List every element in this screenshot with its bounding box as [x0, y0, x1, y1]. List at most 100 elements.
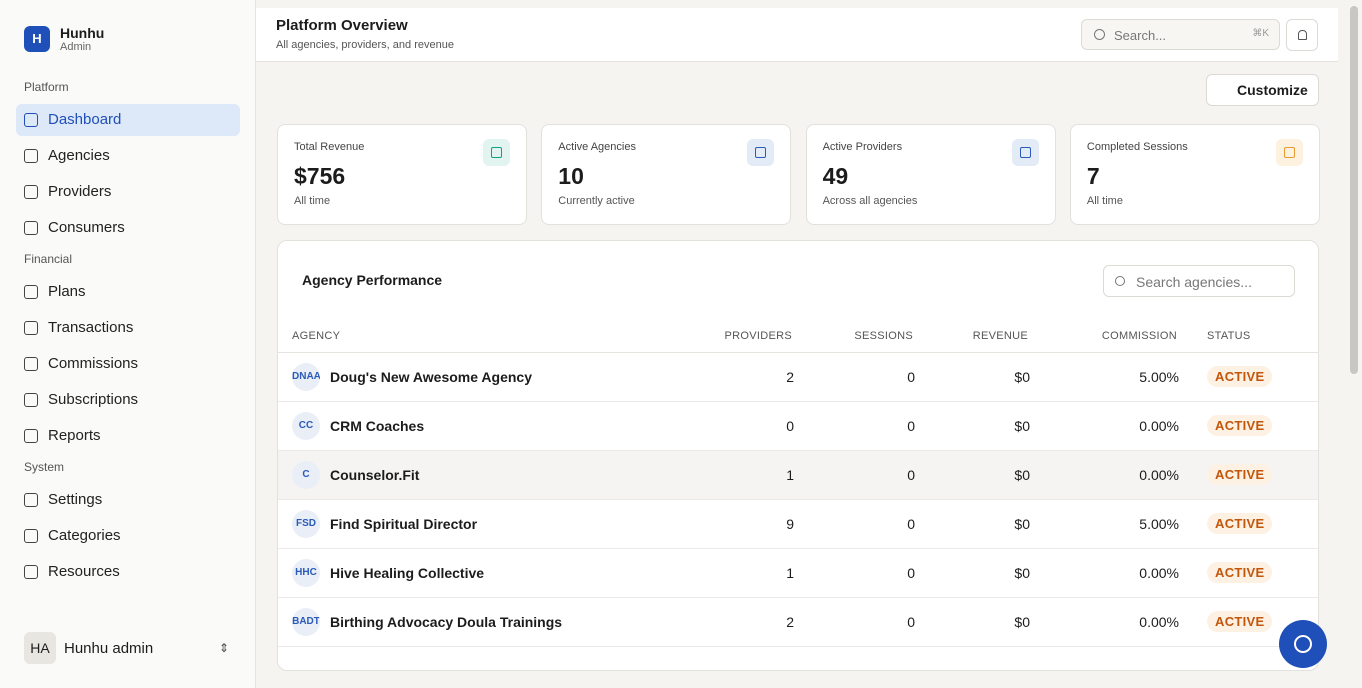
- stat-note: All time: [294, 195, 331, 207]
- cell: 0: [907, 565, 915, 581]
- customize-button[interactable]: Customize: [1206, 74, 1319, 106]
- agency-panel: Agency Performance Search agencies... AG…: [277, 240, 1319, 671]
- stat-value: 49: [822, 163, 849, 189]
- panel-title: Agency Performance: [302, 272, 443, 288]
- nav-label: Resources: [48, 563, 120, 580]
- icon-glyph: [755, 147, 767, 158]
- agency-name: Doug's New Awesome Agency: [330, 369, 532, 385]
- nav-label: Providers: [48, 183, 112, 200]
- column-header: AGENCY: [292, 330, 341, 342]
- user-name[interactable]: Hunhu admin: [64, 640, 154, 657]
- nav-item[interactable]: Settings: [16, 484, 240, 516]
- nav-item[interactable]: Categories: [16, 520, 240, 552]
- nav-label: Consumers: [48, 219, 125, 236]
- search-placeholder: Search agencies...: [1136, 274, 1252, 290]
- notifications-button[interactable]: [1286, 19, 1318, 51]
- chevron[interactable]: ⇕: [219, 641, 230, 655]
- stat-label: Total Revenue: [294, 141, 365, 153]
- search-box[interactable]: Search... ⌘K: [1081, 19, 1280, 50]
- stat-icon: [1275, 139, 1303, 166]
- nav-label: Agencies: [48, 147, 110, 164]
- cell: 0: [907, 614, 915, 630]
- cell: 0.00%: [1139, 467, 1179, 483]
- nav-label: Plans: [48, 283, 86, 300]
- stat-icon: [483, 139, 510, 166]
- agency-name: Counselor.Fit: [330, 467, 420, 483]
- table-row[interactable]: FSD Find Spiritual Director 9 0 $0 5.00% ACTIV…: [278, 500, 1318, 549]
- stat-note: All time: [1086, 195, 1123, 207]
- nav-item[interactable]: Reports: [16, 420, 240, 452]
- column-header: STATUS: [1207, 330, 1251, 342]
- nav-icon: [24, 529, 38, 543]
- page-title: Platform Overview: [276, 17, 408, 34]
- nav-item[interactable]: Dashboard: [16, 104, 240, 136]
- nav-icon: [24, 321, 38, 335]
- table-row[interactable]: DNAA Doug's New Awesome Agency 2 0 $0 5.00% AC…: [278, 353, 1318, 402]
- table-row[interactable]: HHC Hive Healing Collective 1 0 $0 0.00% ACTIV…: [278, 549, 1318, 598]
- nav-item[interactable]: Transactions: [16, 312, 240, 344]
- cell: 0.00%: [1139, 565, 1179, 581]
- stat-label: Active Agencies: [558, 141, 636, 153]
- nav-icon: [24, 185, 38, 199]
- nav-item[interactable]: Agencies: [16, 140, 240, 172]
- nav-icon: [24, 113, 38, 127]
- status-badge: ACTIVE: [1207, 513, 1273, 534]
- cell: 0: [907, 516, 915, 532]
- help-button[interactable]: [1279, 620, 1327, 668]
- column-header: PROVIDERS: [724, 330, 792, 342]
- nav-icon: [24, 393, 38, 407]
- agency-avatar: CC: [292, 412, 320, 440]
- cell: $0: [1014, 418, 1030, 434]
- icon-glyph: [491, 147, 502, 158]
- status-badge: ACTIVE: [1207, 611, 1273, 632]
- nav-label: Transactions: [48, 319, 134, 336]
- stat-value: 10: [558, 163, 584, 189]
- scrollbar: [1350, 6, 1358, 374]
- bell-icon: [1298, 30, 1307, 40]
- stat-value: $756: [294, 163, 346, 189]
- cell: 0.00%: [1139, 418, 1179, 434]
- sidebar: H Hunhu Admin Platform Dashboard Agencies P…: [0, 0, 256, 688]
- cell: 0.00%: [1139, 614, 1179, 630]
- nav-icon: [24, 149, 38, 163]
- nav-label: Reports: [48, 427, 101, 444]
- status-badge: ACTIVE: [1207, 366, 1273, 387]
- cell: $0: [1014, 467, 1030, 483]
- nav-label: Dashboard: [48, 111, 122, 128]
- stat-icon: [1011, 139, 1039, 166]
- stat-label: Completed Sessions: [1086, 141, 1188, 153]
- cell: 2: [786, 614, 794, 630]
- column-header: REVENUE: [972, 330, 1028, 342]
- nav-item[interactable]: Resources: [16, 556, 240, 588]
- table-row[interactable]: C Counselor.Fit 1 0 $0 0.00% ACTIVE: [278, 451, 1318, 500]
- cell: 5.00%: [1139, 369, 1179, 385]
- nav-icon: [24, 285, 38, 299]
- nav-item[interactable]: Subscriptions: [16, 384, 240, 416]
- icon-glyph: [1283, 147, 1295, 158]
- header-divider: [278, 352, 1318, 353]
- nav-label: Subscriptions: [48, 391, 139, 408]
- status-badge: ACTIVE: [1207, 415, 1273, 436]
- cell: 0: [786, 418, 794, 434]
- cell: 1: [786, 467, 794, 483]
- nav-item[interactable]: Consumers: [16, 212, 240, 244]
- stat-note: Across all agencies: [822, 195, 918, 207]
- nav-icon: [24, 565, 38, 579]
- nav-item[interactable]: Providers: [16, 176, 240, 208]
- agency-search[interactable]: Search agencies...: [1103, 265, 1295, 297]
- nav-icon: [24, 493, 38, 507]
- stat-card: Active Providers 49 Across all agencies: [805, 124, 1056, 225]
- search-icon: [1115, 276, 1125, 286]
- nav-item[interactable]: Commissions: [16, 348, 240, 380]
- nav-icon: [24, 429, 38, 443]
- cell: 0: [907, 418, 915, 434]
- table-row[interactable]: CC CRM Coaches 0 0 $0 0.00% ACTIVE: [278, 402, 1318, 451]
- app-name: Hunhu: [60, 25, 105, 41]
- nav-item[interactable]: Plans: [16, 276, 240, 308]
- cell: 1: [786, 565, 794, 581]
- cell: 9: [786, 516, 794, 532]
- agency-name: Birthing Advocacy Doula Trainings: [330, 614, 563, 630]
- agency-name: Find Spiritual Director: [330, 516, 478, 532]
- table-row[interactable]: BADT Birthing Advocacy Doula Trainings 2 0 $…: [278, 598, 1318, 647]
